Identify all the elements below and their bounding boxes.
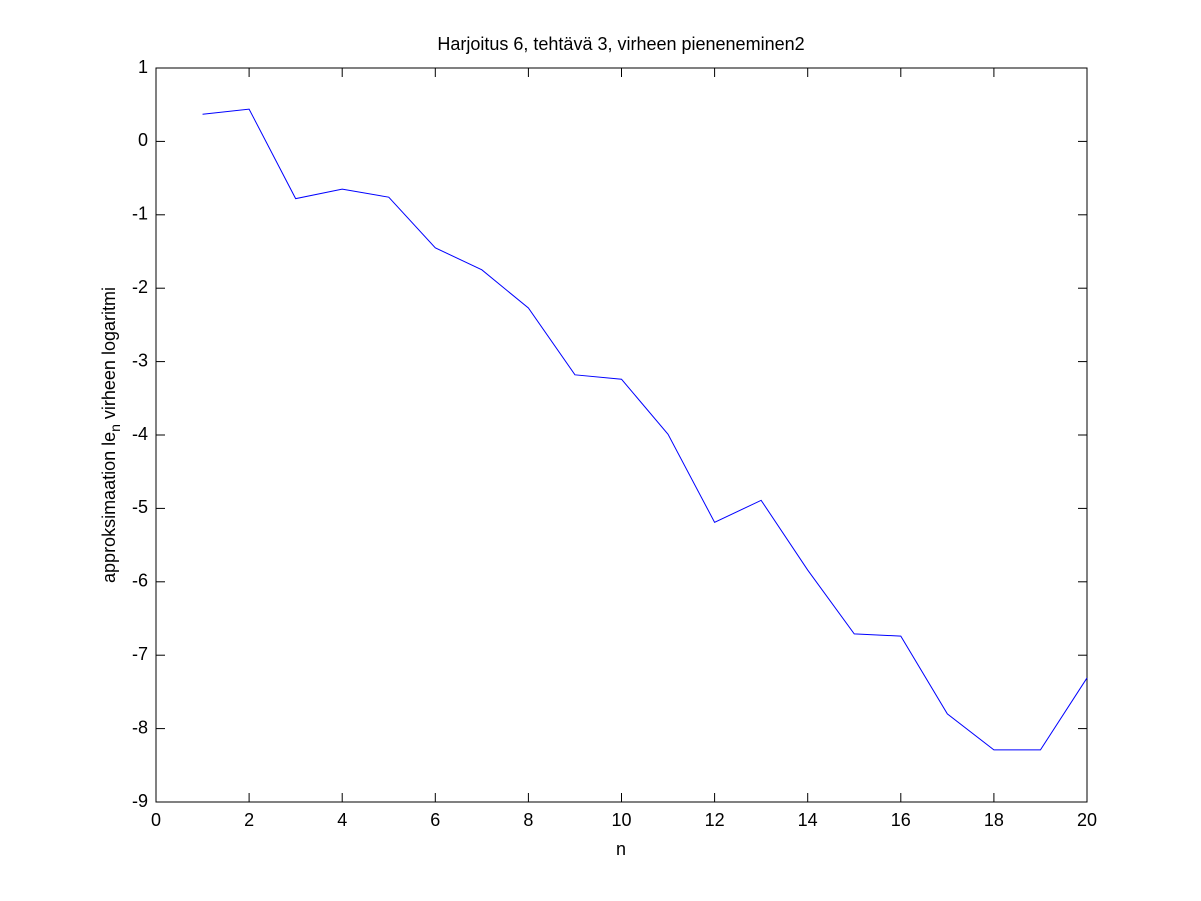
plot-area	[155, 67, 1088, 803]
y-tick-label: 0	[138, 130, 148, 150]
y-tick-label: -7	[132, 644, 148, 664]
x-tick-label: 0	[151, 810, 161, 830]
x-tick-label: 8	[523, 810, 533, 830]
y-tick-label: -3	[132, 350, 148, 370]
x-tick-label: 12	[705, 810, 725, 830]
y-tick-label: -9	[132, 791, 148, 811]
x-tick-label: 14	[798, 810, 818, 830]
y-tick-label: -1	[132, 204, 148, 224]
x-tick-label: 10	[611, 810, 631, 830]
y-label-part: virheen logaritmi	[99, 287, 119, 424]
y-tick-label: -5	[132, 497, 148, 517]
y-label-subscript: n	[107, 424, 123, 432]
x-tick-label: 20	[1077, 810, 1097, 830]
x-tick-label: 2	[244, 810, 254, 830]
x-tick-label: 16	[891, 810, 911, 830]
chart-title: Harjoitus 6, tehtävä 3, virheen pienenem…	[437, 34, 804, 54]
x-tick-label: 4	[337, 810, 347, 830]
y-tick-label: 1	[138, 57, 148, 77]
data-line	[202, 108, 1088, 751]
x-axis-label: n	[616, 839, 626, 859]
y-tick-label: -4	[132, 424, 148, 444]
y-tick-label: -2	[132, 277, 148, 297]
y-label-part: approksimaation le	[99, 432, 119, 583]
y-tick-label: -8	[132, 717, 148, 737]
x-tick-label: 6	[430, 810, 440, 830]
x-tick-label: 18	[984, 810, 1004, 830]
y-axis-label: approksimaation len virheen logaritmi	[99, 287, 123, 583]
y-tick-label: -6	[132, 571, 148, 591]
